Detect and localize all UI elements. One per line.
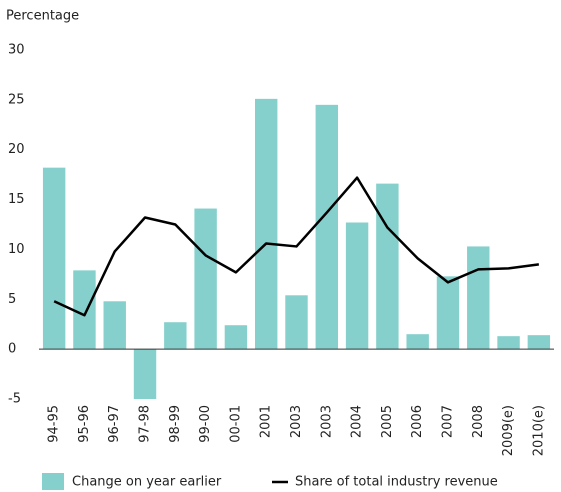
x-tick-label: 98-99 (168, 405, 183, 443)
x-tick-label: 2003 (319, 405, 334, 438)
y-tick-label: 30 (8, 43, 25, 58)
legend-label: Change on year earlier (72, 475, 222, 490)
bar (406, 334, 429, 350)
legend-label: Share of total industry revenue (295, 475, 498, 490)
bar (42, 167, 66, 350)
bar (164, 322, 187, 350)
y-tick-label: 20 (8, 142, 25, 157)
x-tick-label: 97-98 (138, 405, 153, 443)
legend-swatch (42, 473, 64, 490)
x-tick-label: 2009(e) (501, 405, 516, 456)
bar (497, 336, 520, 350)
bar (527, 335, 551, 350)
x-tick-label: 2008 (471, 405, 486, 438)
bar (376, 183, 399, 350)
bar (103, 301, 126, 350)
y-tick-label: 0 (8, 342, 16, 357)
bar (436, 276, 460, 350)
bar (467, 246, 490, 350)
x-tick-label: 2006 (410, 405, 425, 438)
bar (345, 222, 369, 350)
y-axis-label: Percentage (6, 9, 79, 24)
bar (133, 349, 157, 399)
bar (254, 98, 278, 350)
x-tick-label: 00-01 (228, 405, 243, 443)
x-tick-label: 2001 (259, 405, 274, 438)
y-tick-label: 25 (8, 92, 25, 107)
x-tick-label: 94-95 (47, 405, 62, 443)
line (53, 176, 540, 317)
bar (315, 104, 339, 350)
bar (73, 270, 96, 350)
x-tick-label: 99-00 (198, 405, 213, 443)
bar (285, 295, 308, 350)
x-tick-label: 2007 (440, 405, 455, 438)
y-tick-label: 15 (8, 192, 25, 207)
x-tick-label: 2010(e) (531, 405, 546, 456)
y-tick-label: 10 (8, 242, 25, 257)
x-tick-label: 95-96 (77, 405, 92, 443)
x-tick-label: 96-97 (107, 405, 122, 443)
x-tick-label: 2003 (289, 405, 304, 438)
y-tick-label: 5 (8, 292, 16, 307)
bar (224, 325, 248, 350)
y-tick-label: -5 (8, 392, 21, 407)
bar (194, 208, 217, 350)
x-tick-label: 2005 (380, 405, 395, 438)
x-tick-label: 2004 (350, 405, 365, 438)
